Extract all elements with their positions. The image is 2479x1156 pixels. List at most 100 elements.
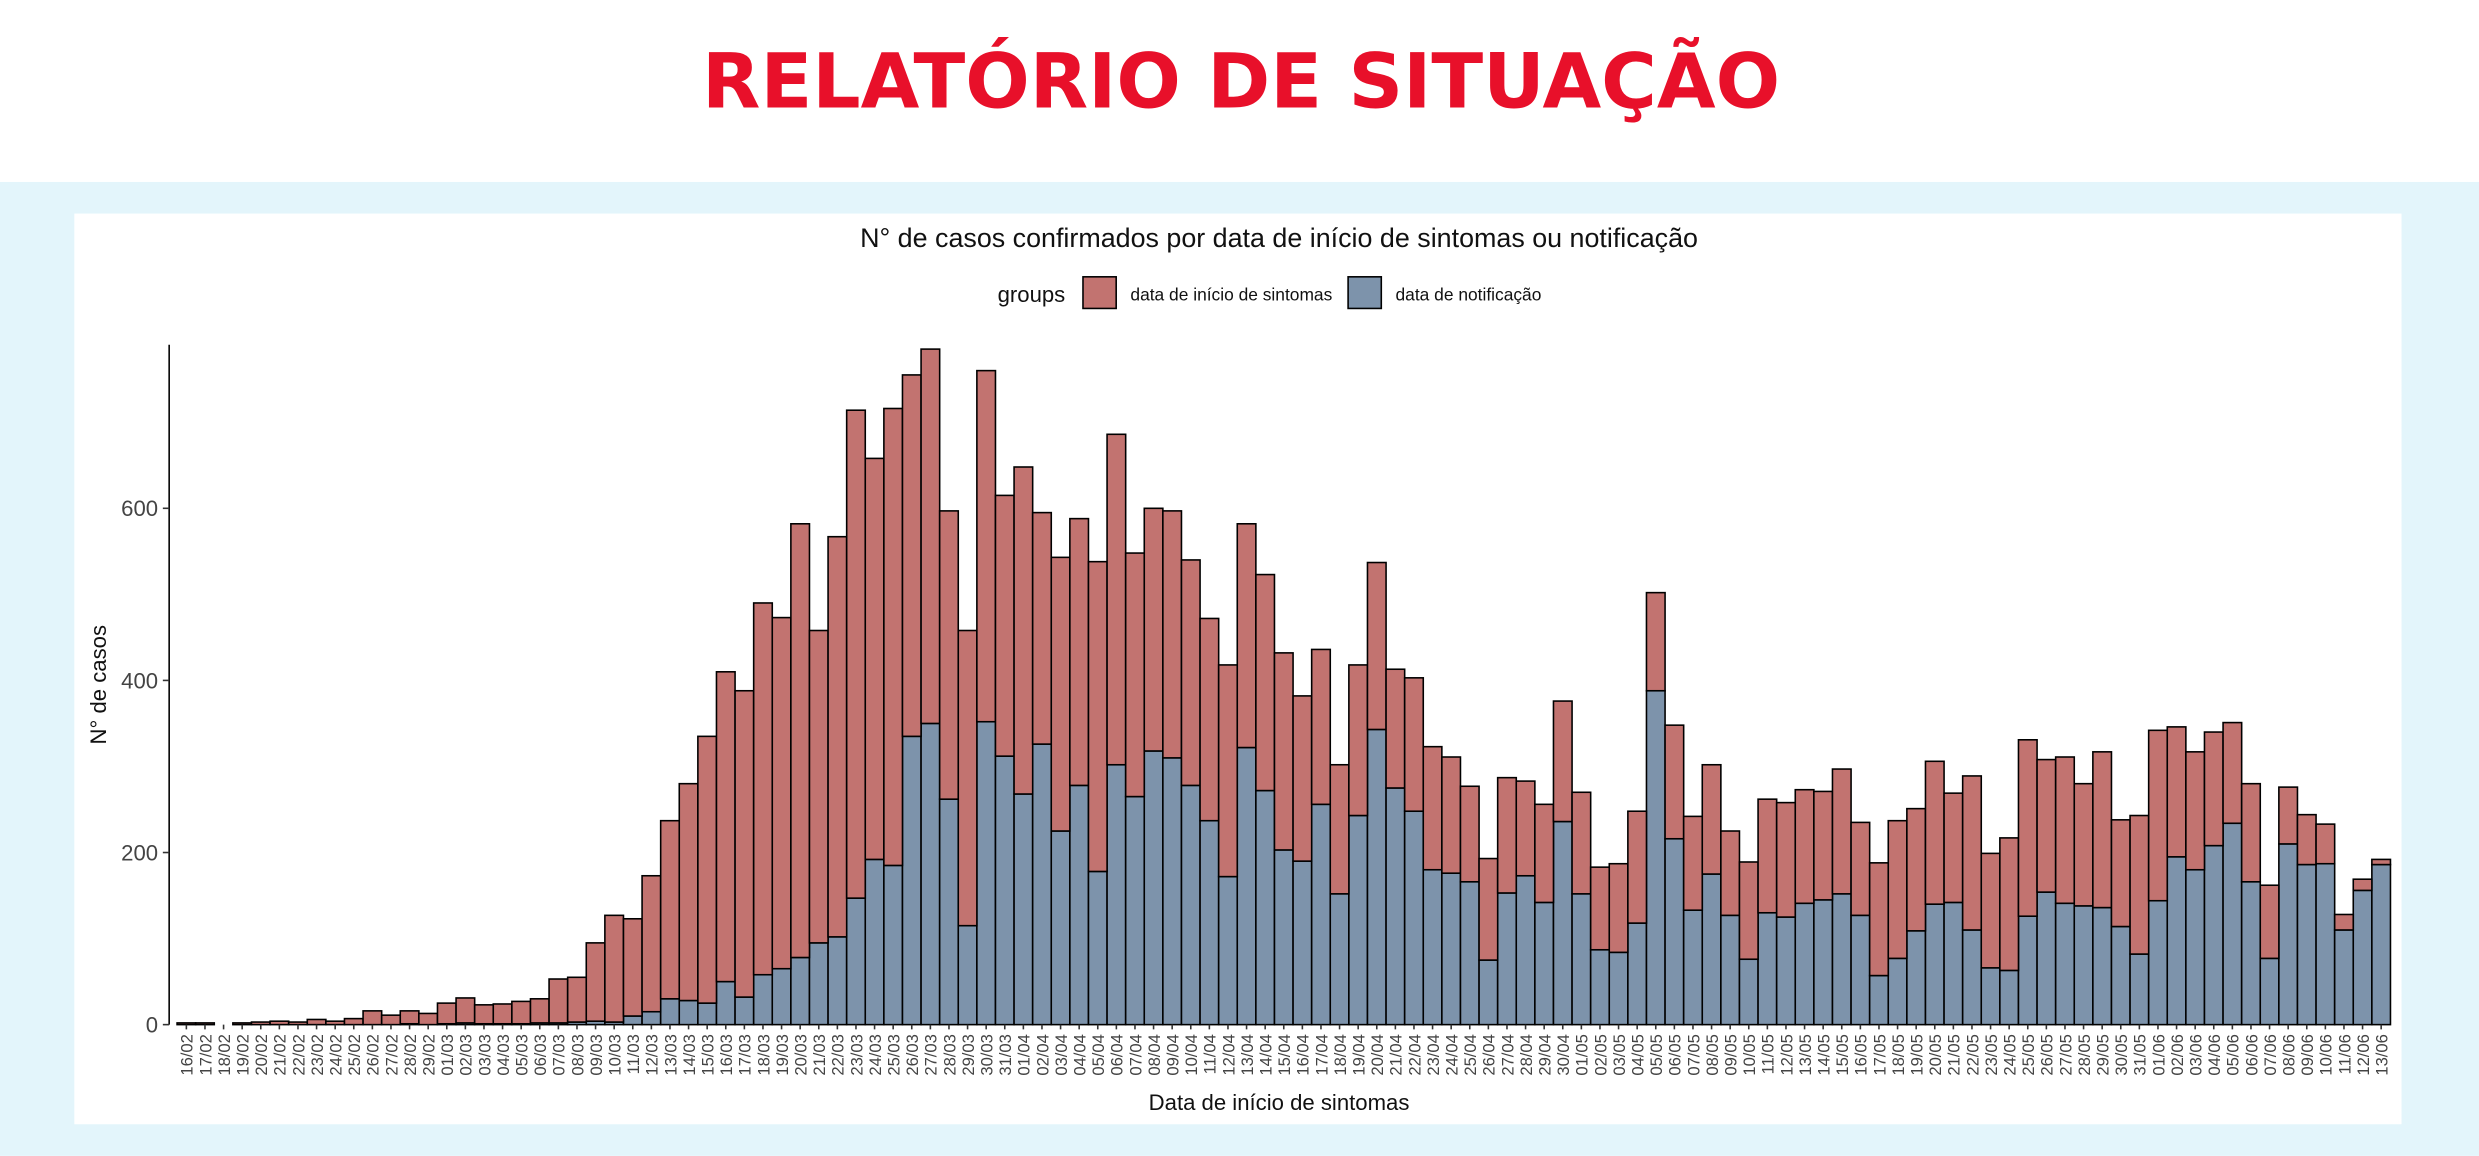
x-tick-label: 27/04: [1498, 1034, 1517, 1076]
x-tick-label: 25/04: [1461, 1034, 1480, 1076]
x-tick-label: 23/03: [847, 1034, 866, 1076]
bar-segment: [2203, 731, 2224, 847]
x-tick-label: 17/04: [1312, 1034, 1331, 1076]
bar-segment: [771, 616, 792, 970]
bar-segment: [734, 689, 755, 998]
bar-segment: [1217, 875, 1239, 1026]
x-tick-label: 18/02: [215, 1034, 234, 1076]
x-tick-label: 29/04: [1535, 1034, 1554, 1076]
bar-segment: [2092, 751, 2113, 909]
x-tick-label: 27/03: [922, 1034, 941, 1076]
x-tick-label: 07/03: [550, 1034, 569, 1076]
bar-segment: [399, 1010, 420, 1025]
x-tick-label: 04/06: [2205, 1034, 2224, 1076]
x-tick-label: 10/03: [605, 1034, 624, 1076]
bar-segment: [2240, 880, 2262, 1026]
bar-segment: [585, 942, 606, 1022]
bar-segment: [1013, 793, 1034, 1026]
bar-segment: [1106, 433, 1127, 766]
x-tick-label: 01/06: [2149, 1034, 2168, 1076]
x-tick-label: 27/02: [382, 1034, 401, 1076]
bar-segment: [1385, 668, 1406, 789]
bar-segment: [752, 973, 774, 1026]
x-tick-label: 10/06: [2317, 1034, 2336, 1076]
bar-segment: [1906, 930, 1927, 1026]
bar-segment: [678, 999, 699, 1026]
bar-segment: [2073, 782, 2094, 907]
bar-segment: [1366, 728, 1387, 1026]
bar-segment: [529, 998, 550, 1024]
bar-segment: [901, 735, 922, 1026]
x-tick-label: 03/03: [475, 1034, 494, 1076]
bar-segment: [1329, 763, 1350, 895]
x-tick-label: 26/02: [364, 1034, 383, 1076]
x-tick-label: 26/03: [903, 1034, 922, 1076]
bar-segment: [2296, 813, 2317, 866]
bar-segment: [1031, 511, 1053, 745]
bar-segment: [1961, 775, 1983, 931]
x-tick-label: 29/05: [2093, 1034, 2112, 1076]
x-tick-label: 11/04: [1201, 1034, 1220, 1074]
bar-segment: [1906, 807, 1927, 932]
x-tick-label: 28/04: [1517, 1034, 1536, 1076]
bar-segment: [976, 720, 997, 1026]
bar-segment: [1701, 763, 1722, 875]
bar-segment: [2054, 902, 2076, 1026]
x-tick-label: 31/05: [2131, 1034, 2150, 1076]
x-tick-label: 03/05: [1610, 1034, 1629, 1076]
bar-segment: [1478, 857, 1499, 961]
bar-segment: [566, 976, 588, 1023]
bar-segment: [1924, 760, 1945, 905]
x-tick-label: 11/05: [1759, 1034, 1778, 1074]
bar-segment: [994, 755, 1015, 1026]
bar-segment: [1943, 901, 1964, 1026]
bar-segment: [2371, 858, 2392, 866]
bar-segment: [2333, 913, 2355, 931]
bar-segment: [1627, 922, 1648, 1026]
bar-segment: [1775, 916, 1797, 1026]
x-tick-label: 29/03: [959, 1034, 978, 1076]
x-tick-label: 01/03: [438, 1034, 457, 1076]
x-tick-label: 26/04: [1480, 1034, 1499, 1076]
bar-segment: [1943, 792, 1964, 904]
bar-segment: [1496, 776, 1518, 894]
x-tick-label: 15/05: [1833, 1034, 1852, 1076]
bar-segment: [1645, 591, 1666, 692]
bar-segment: [1087, 870, 1108, 1026]
x-tick-label: 09/04: [1163, 1034, 1182, 1076]
bar-segment: [827, 535, 848, 938]
x-tick-label: 24/05: [2000, 1034, 2019, 1076]
bar-segment: [2017, 915, 2038, 1026]
bar-segment: [604, 914, 625, 1023]
y-tick-label: 200: [121, 840, 158, 865]
bar-segment: [325, 1020, 346, 1026]
bar-segment: [2315, 823, 2336, 865]
x-tick-label: 01/05: [1573, 1034, 1592, 1076]
bar-segment: [1478, 959, 1499, 1026]
bar-segment: [1124, 795, 1146, 1026]
bar-segment: [1738, 861, 1759, 961]
y-tick-label: 0: [146, 1013, 158, 1038]
x-tick-label: 13/04: [1238, 1034, 1257, 1076]
x-tick-label: 08/06: [2279, 1034, 2298, 1076]
bar-segment: [492, 1003, 513, 1025]
bar-segment: [2129, 814, 2150, 955]
bar-segment: [883, 407, 904, 867]
bar-segment: [2185, 868, 2206, 1026]
bar-segment: [920, 348, 941, 725]
x-tick-label: 21/02: [271, 1034, 290, 1076]
x-tick-label: 19/04: [1349, 1034, 1368, 1076]
x-tick-label: 02/05: [1591, 1034, 1610, 1076]
bar-segment: [2296, 863, 2317, 1026]
bar-segment: [1608, 862, 1629, 954]
bar-segment: [1459, 785, 1480, 883]
bar-segment: [1794, 788, 1815, 905]
bar-segment: [1459, 880, 1480, 1026]
bar-segment: [845, 409, 867, 899]
bar-segment: [1887, 819, 1908, 960]
x-tick-label: 29/02: [419, 1034, 438, 1076]
bar-segment: [1682, 909, 1704, 1026]
bar-segment: [659, 819, 681, 1000]
